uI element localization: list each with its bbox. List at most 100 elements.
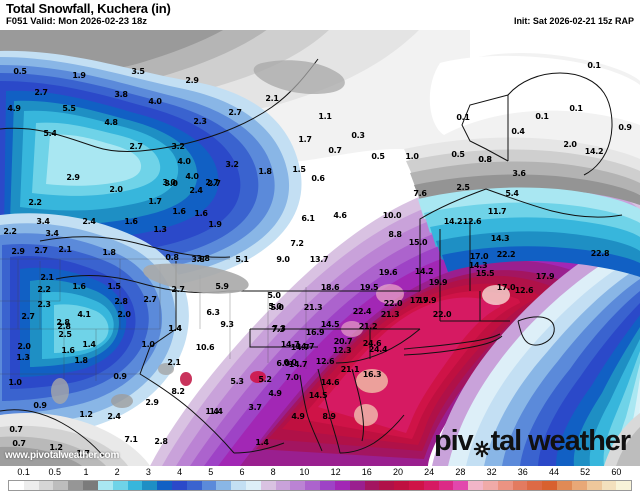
colorbar-swatch bbox=[275, 481, 291, 490]
contour-value-label: 2.1 bbox=[167, 358, 181, 367]
colorbar-swatch bbox=[246, 481, 261, 490]
contour-value-label: 3.8 bbox=[196, 254, 210, 263]
contour-value-label: 2.8 bbox=[154, 437, 168, 446]
contour-value-label: 18.6 bbox=[320, 283, 340, 292]
contour-value-label: 4.6 bbox=[333, 211, 347, 220]
colorbar-swatch bbox=[423, 481, 439, 490]
contour-value-label: 7.1 bbox=[124, 435, 138, 444]
contour-value-label: 8.8 bbox=[388, 230, 402, 239]
contour-value-label: 22.2 bbox=[496, 250, 516, 259]
contour-value-label: 2.3 bbox=[37, 300, 51, 309]
contour-value-label: 0.1 bbox=[456, 113, 470, 122]
valid-time-label: F051 Valid: Mon 2026-02-23 18z bbox=[6, 16, 147, 27]
contour-value-label: 1.4 bbox=[255, 438, 269, 447]
colorbar-tick: 6 bbox=[239, 467, 245, 477]
contour-value-label: 6.0 bbox=[276, 359, 290, 368]
colorbar-tick: 10 bbox=[299, 467, 310, 477]
contour-value-label: 2.4 bbox=[82, 217, 96, 226]
contour-value-label: 2.5 bbox=[58, 330, 72, 339]
colorbar-tick: 2 bbox=[114, 467, 120, 477]
contour-value-label: 6.0 bbox=[283, 358, 297, 367]
contour-value-label: 4.9 bbox=[7, 104, 21, 113]
contour-value-label: 10.0 bbox=[382, 211, 402, 220]
contour-value-label: 1.2 bbox=[49, 443, 63, 452]
colorbar-tick: 0.5 bbox=[48, 467, 62, 477]
contour-value-label: 2.1 bbox=[58, 245, 72, 254]
contour-value-label: 0.8 bbox=[478, 155, 492, 164]
colorbar-swatch bbox=[616, 481, 632, 490]
contour-value-label: 1.6 bbox=[124, 217, 138, 226]
colorbar-swatch bbox=[453, 481, 469, 490]
contour-value-label: 17.9 bbox=[409, 296, 429, 305]
snowfall-map[interactable]: 0.5 1.9 3.5 2.9 2.7 3.8 4.0 4.9 5.5 2.3 4.8 5.4 2.7 3… bbox=[0, 29, 640, 466]
contour-value-label: 1.9 bbox=[72, 71, 86, 80]
contour-value-label: 15.5 bbox=[475, 269, 495, 278]
contour-value-label: 7.3 bbox=[272, 324, 286, 333]
contour-value-label: 20.7 bbox=[333, 337, 353, 346]
contour-value-label: 9.0 bbox=[276, 255, 290, 264]
colorbar-tick-labels: 0.1 0.5 1 2 3 4 5 6 8 10 12 16 20 24 28 32 36 44 52 60 bbox=[0, 466, 640, 479]
init-time-label: Init: Sat 2026-02-21 15z RAP bbox=[513, 16, 634, 26]
contour-value-label: 1.0 bbox=[141, 340, 155, 349]
contour-value-label: 2.0 bbox=[17, 342, 31, 351]
colorbar-swatch bbox=[53, 481, 69, 490]
contour-value-label: 0.5 bbox=[371, 152, 385, 161]
contour-value-label: 5.5 bbox=[62, 104, 76, 113]
contour-value-label: 2.2 bbox=[3, 227, 17, 236]
colorbar-swatch bbox=[231, 481, 246, 490]
contour-value-label: 1.7 bbox=[76, 449, 90, 458]
contour-value-label: 3.6 bbox=[512, 169, 526, 178]
contour-value-label: 3.4 bbox=[45, 229, 59, 238]
colorbar-swatch bbox=[571, 481, 587, 490]
contour-value-label: 0.7 bbox=[9, 425, 23, 434]
colorbar-swatch bbox=[334, 481, 350, 490]
colorbar[interactable]: 0.1 0.5 1 2 3 4 5 6 8 10 12 16 20 24 28 32 36 44 52 60 bbox=[0, 466, 640, 494]
contour-value-label: 0.8 bbox=[478, 155, 492, 164]
colorbar-tick: 20 bbox=[392, 467, 404, 477]
contour-value-label: 14.3 bbox=[490, 234, 510, 243]
colorbar-swatch bbox=[171, 481, 187, 490]
colorbar-swatch bbox=[305, 481, 321, 490]
brand-text-part1: piv bbox=[433, 425, 474, 457]
contour-value-label: 2.4 bbox=[189, 186, 203, 195]
colorbar-tick: 52 bbox=[580, 467, 591, 477]
contour-value-label: 17.0 bbox=[469, 252, 489, 261]
colorbar-tick: 3 bbox=[145, 467, 151, 477]
contour-value-label: 14.5 bbox=[320, 320, 340, 329]
contour-value-label: 7.2 bbox=[290, 239, 304, 248]
snowfall-contour-field bbox=[0, 29, 640, 466]
colorbar-tick: 12 bbox=[330, 467, 341, 477]
contour-value-label: 0.6 bbox=[311, 174, 325, 183]
contour-value-label: 3.2 bbox=[171, 142, 185, 151]
contour-value-label: 1.6 bbox=[72, 282, 86, 291]
contour-value-label: 22.0 bbox=[383, 299, 403, 308]
contour-value-label: 0.7 bbox=[328, 146, 342, 155]
contour-value-label: 2.9 bbox=[185, 76, 199, 85]
contour-value-label: 4.0 bbox=[148, 97, 162, 106]
contour-value-label: 22.4 bbox=[352, 307, 372, 316]
contour-value-label: 2.7 bbox=[207, 179, 221, 188]
colorbar-swatch bbox=[201, 481, 217, 490]
contour-value-label: 2.8 bbox=[114, 297, 128, 306]
snowflake-gear-icon bbox=[473, 433, 491, 457]
contour-value-label: 1.8 bbox=[102, 248, 116, 257]
contour-value-label: 5.9 bbox=[215, 282, 229, 291]
colorbar-tick: 1 bbox=[83, 467, 89, 477]
contour-value-label: 7.3 bbox=[271, 325, 285, 334]
colorbar-swatch bbox=[38, 481, 54, 490]
contour-value-label: 2.2 bbox=[37, 285, 51, 294]
contour-value-label: 2.2 bbox=[28, 198, 42, 207]
contour-value-label: 5.3 bbox=[230, 377, 244, 386]
contour-value-label: 21.3 bbox=[380, 310, 400, 319]
contour-value-label: 19.6 bbox=[378, 268, 398, 277]
contour-value-label: 16.3 bbox=[362, 370, 382, 379]
contour-value-label: 21.1 bbox=[340, 365, 360, 374]
colorbar-swatch bbox=[438, 481, 454, 490]
contour-value-label: 12.3 bbox=[332, 346, 352, 355]
colorbar-swatch bbox=[349, 481, 365, 490]
contour-value-label: 2.7 bbox=[205, 178, 219, 187]
contour-value-label: 3.4 bbox=[36, 217, 50, 226]
contour-value-label: 5.0 bbox=[268, 302, 282, 311]
colorbar-swatch bbox=[186, 481, 202, 490]
contour-value-label: 2.7 bbox=[34, 246, 48, 255]
